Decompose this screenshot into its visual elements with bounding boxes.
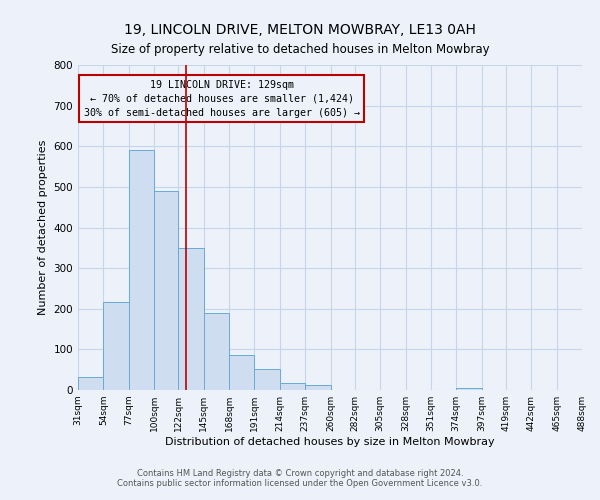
Bar	[254, 369, 280, 390]
Bar	[178, 248, 204, 390]
Bar	[229, 356, 254, 390]
Text: Contains HM Land Registry data © Crown copyright and database right 2024.: Contains HM Land Registry data © Crown c…	[137, 469, 463, 478]
Y-axis label: Number of detached properties: Number of detached properties	[38, 140, 48, 315]
Text: Size of property relative to detached houses in Melton Mowbray: Size of property relative to detached ho…	[110, 42, 490, 56]
Text: 19, LINCOLN DRIVE, MELTON MOWBRAY, LE13 0AH: 19, LINCOLN DRIVE, MELTON MOWBRAY, LE13 …	[124, 22, 476, 36]
Bar	[204, 313, 229, 390]
Bar	[154, 191, 178, 390]
Bar	[129, 150, 154, 390]
Bar	[280, 382, 305, 390]
Bar	[103, 302, 129, 390]
Bar	[456, 388, 482, 390]
Text: 19 LINCOLN DRIVE: 129sqm
← 70% of detached houses are smaller (1,424)
30% of sem: 19 LINCOLN DRIVE: 129sqm ← 70% of detach…	[83, 80, 359, 118]
Bar	[305, 384, 331, 390]
Bar	[78, 376, 103, 390]
Text: Contains public sector information licensed under the Open Government Licence v3: Contains public sector information licen…	[118, 479, 482, 488]
X-axis label: Distribution of detached houses by size in Melton Mowbray: Distribution of detached houses by size …	[165, 437, 495, 447]
